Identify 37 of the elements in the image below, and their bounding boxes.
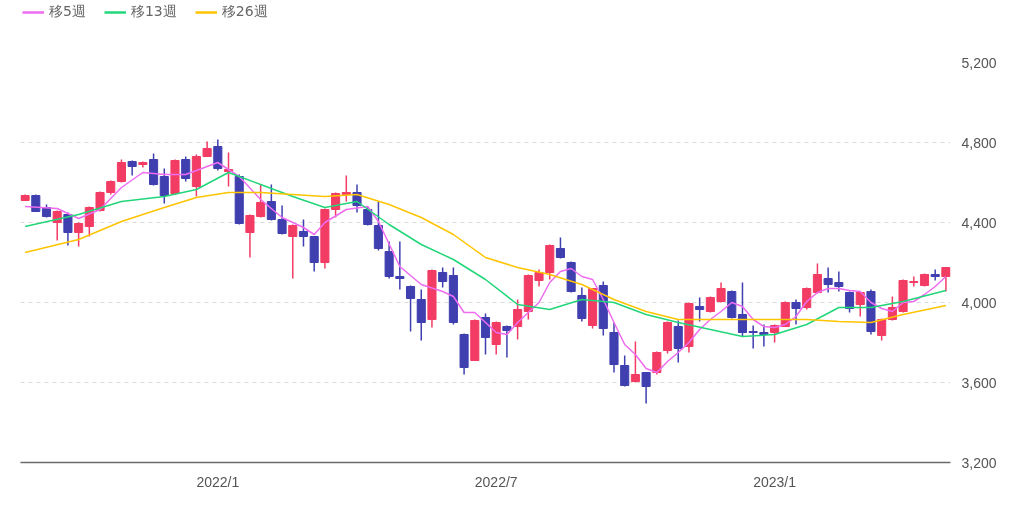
legend-label: 移5週 — [49, 3, 86, 21]
candlestick — [63, 211, 73, 247]
x-tick-label: 2022/1 — [196, 473, 240, 490]
candlestick — [438, 266, 448, 289]
legend-label: 移26週 — [221, 3, 268, 21]
candlestick — [673, 319, 683, 364]
candlestick — [288, 223, 298, 280]
y-tick-label: 4,400 — [961, 214, 997, 231]
y-tick-label: 3,200 — [961, 454, 997, 471]
candlestick — [213, 138, 223, 172]
candlestick — [159, 167, 169, 205]
candlestick — [695, 296, 705, 323]
y-tick-label: 4,000 — [961, 294, 997, 311]
x-tick-label: 2023/1 — [753, 473, 797, 490]
candlestick — [812, 262, 822, 295]
candlestick — [555, 236, 565, 260]
line-series — [24, 171, 947, 338]
y-tick-label: 5,200 — [961, 54, 997, 71]
y-tick-label: 4,800 — [961, 134, 997, 151]
candlestick — [630, 340, 640, 384]
candlestick — [416, 288, 426, 342]
candlestick — [181, 155, 191, 183]
candlestick — [116, 158, 127, 184]
candlestick — [791, 298, 801, 326]
candlestick — [373, 200, 383, 252]
legend-label: 移13週 — [130, 3, 177, 21]
candlestick — [930, 268, 940, 282]
candlestick — [406, 284, 416, 333]
candlestick — [620, 354, 630, 388]
candlestick — [502, 324, 512, 359]
candlestick — [577, 286, 587, 323]
x-tick-label: 2022/7 — [474, 473, 518, 490]
candlestick — [941, 266, 951, 293]
y-tick-label: 3,600 — [961, 374, 997, 391]
candlestick — [363, 205, 373, 227]
candlestick — [491, 320, 501, 356]
candlestick — [641, 371, 651, 405]
